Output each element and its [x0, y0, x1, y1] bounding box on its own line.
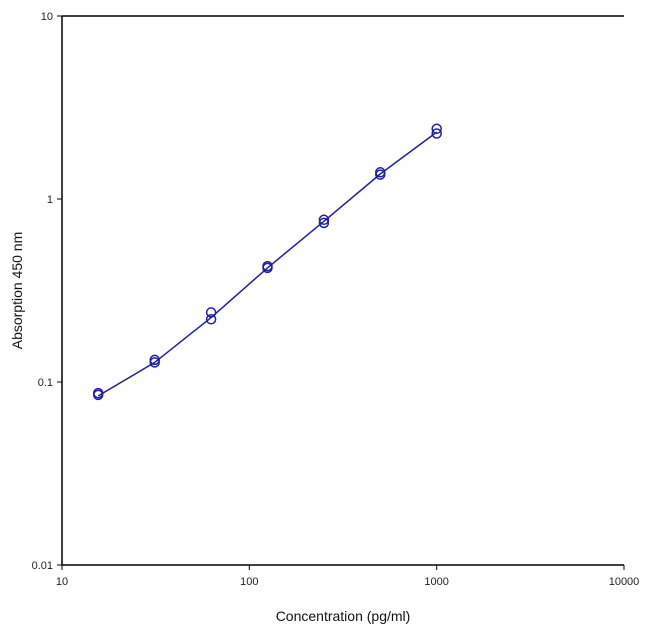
data-point: [318, 214, 330, 226]
data-point: [205, 314, 217, 325]
data-point: [375, 167, 386, 178]
data-point: [431, 128, 442, 139]
data-point: [92, 387, 104, 399]
y-axis-title: Absorption 450 nm: [9, 232, 25, 350]
data-point: [318, 217, 330, 229]
x-tick-label: 10000: [609, 576, 640, 588]
y-tick-label: 1: [47, 194, 53, 206]
x-axis-title: Concentration (pg/ml): [276, 608, 411, 624]
y-tick-label: 0.01: [32, 560, 53, 572]
y-tick-label: 10: [41, 11, 53, 23]
x-tick-label: 1000: [424, 576, 448, 588]
fit-curve: [97, 131, 438, 397]
data-point: [149, 354, 160, 366]
x-tick-label: 100: [240, 576, 258, 588]
y-tick-label: 0.1: [38, 377, 53, 389]
data-points: [92, 123, 442, 401]
data-point: [205, 307, 217, 318]
data-point: [262, 260, 273, 272]
plot-frame: [61, 15, 624, 566]
y-axis-ticks: 0.01 0.1 1 10: [32, 11, 62, 572]
x-tick-label: 10: [56, 576, 68, 588]
x-axis-ticks: 10 100 1000 10000: [56, 565, 639, 588]
data-point: [431, 123, 442, 135]
